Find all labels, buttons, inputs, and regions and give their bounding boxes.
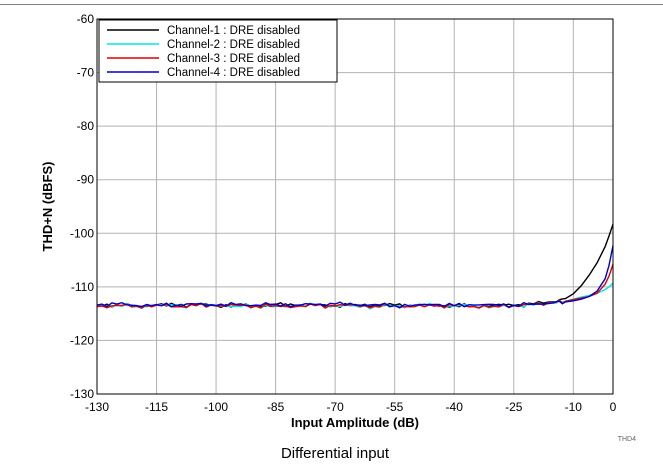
legend-label: Channel-2 : DRE disabled: [167, 39, 300, 51]
x-tick-label: 0: [610, 400, 617, 414]
x-tick-label: -10: [565, 400, 583, 414]
x-tick-label: -115: [145, 400, 168, 414]
x-tick-label: -130: [85, 400, 109, 414]
y-tick-labels: -60 -70 -80 -90 -100 -110 -120 -130: [70, 12, 94, 401]
y-tick-label: -60: [77, 12, 95, 26]
legend: Channel-1 : DRE disabled Channel-2 : DRE …: [98, 19, 338, 83]
x-tick-labels: -130 -115 -100 -85 -70 -55 -40 -25 -10 0: [85, 400, 617, 414]
legend-label: Channel-3 : DRE disabled: [167, 53, 300, 65]
y-tick-label: -130: [70, 387, 94, 401]
legend-label: Channel-4 : DRE disabled: [167, 67, 300, 79]
y-tick-label: -70: [77, 66, 95, 80]
x-tick-label: -85: [267, 400, 285, 414]
figure-id-label: THD4: [618, 436, 636, 443]
series-line-channel-3: [96, 264, 614, 309]
x-axis-title: Input Amplitude (dB): [291, 415, 419, 430]
y-axis-title: THD+N (dBFS): [40, 162, 55, 252]
y-tick-label: -100: [70, 226, 94, 240]
x-tick-label: -55: [386, 400, 404, 414]
x-tick-label: -25: [505, 400, 523, 414]
page-top-rule: [0, 4, 663, 5]
y-tick-label: -120: [70, 333, 94, 347]
series-line-channel-4: [96, 245, 614, 309]
y-tick-label: -90: [77, 173, 95, 187]
figure-caption: Differential input: [281, 445, 390, 462]
x-tick-label: -100: [204, 400, 228, 414]
y-tick-label: -110: [71, 280, 94, 294]
legend-label: Channel-1 : DRE disabled: [167, 25, 300, 37]
x-tick-label: -40: [446, 400, 464, 414]
series-lines: [96, 223, 614, 310]
y-tick-label: -80: [77, 119, 95, 133]
series-line-channel-1: [96, 223, 614, 309]
x-tick-label: -70: [326, 400, 344, 414]
plot-frame: [96, 18, 614, 395]
